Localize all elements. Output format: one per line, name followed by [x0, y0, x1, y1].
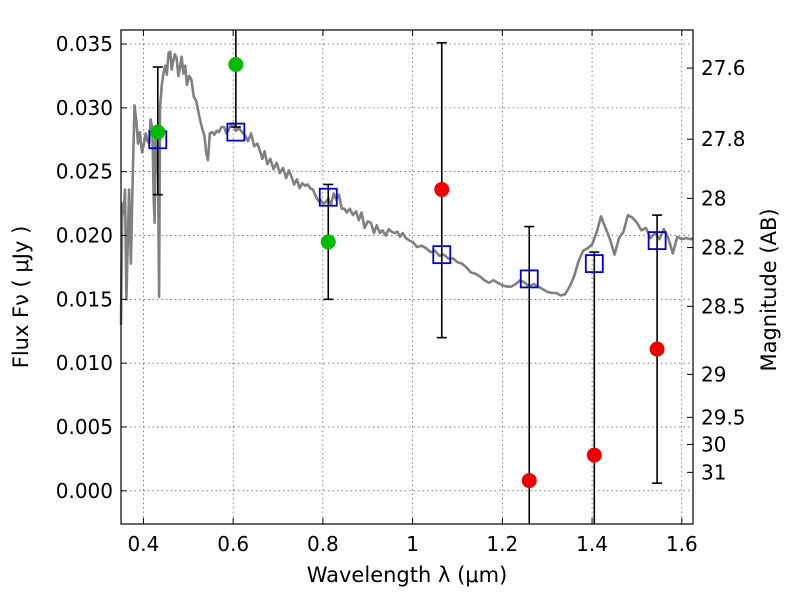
observed-flux-point [521, 473, 537, 489]
right-axis-label: Magnitude (AB) [757, 208, 781, 371]
model-flux-square [318, 187, 338, 207]
axis-ticks: 0.4 0.6 0.8 1 1.2 1.4 1.6 0.000 0.005 0.010 0.015 0… [56, 30, 746, 556]
right-tick-label: 28.2 [701, 236, 746, 260]
observed-flux-point [228, 56, 244, 72]
observed-flux-point [320, 234, 336, 250]
right-tick-label: 27.8 [701, 127, 746, 151]
error-bars [152, 30, 663, 524]
model-flux-square [519, 269, 539, 289]
model-flux-square [647, 231, 667, 251]
y-tick-label: 0.005 [56, 415, 113, 439]
x-tick-label: 0.8 [307, 532, 339, 556]
y-tick-label: 0.015 [56, 287, 113, 311]
model-photometry-series [148, 122, 667, 289]
x-tick-label: 0.4 [128, 532, 160, 556]
observed-flux-point [649, 341, 665, 357]
y-tick-label: 0.000 [56, 479, 113, 503]
right-tick-label: 27.6 [701, 56, 746, 80]
right-tick-label: 29 [701, 362, 726, 386]
model-flux-square [432, 245, 452, 265]
observed-flux-point [586, 447, 602, 463]
observed-flux-point [434, 182, 450, 198]
plot-frame [120, 29, 694, 525]
y-tick-label: 0.030 [56, 96, 113, 120]
x-tick-label: 0.6 [217, 532, 249, 556]
y-tick-label: 0.035 [56, 32, 113, 56]
x-tick-label: 1.6 [666, 532, 698, 556]
right-tick-label: 30 [701, 432, 726, 456]
observed-flux-point [150, 124, 166, 140]
model-spectrum-series [119, 50, 694, 325]
x-tick-label: 1 [406, 532, 419, 556]
model-flux-square [226, 122, 246, 142]
y-tick-label: 0.010 [56, 351, 113, 375]
y-tick-label: 0.025 [56, 160, 113, 184]
model-flux-square [584, 254, 604, 273]
x-tick-label: 1.4 [576, 532, 608, 556]
right-tick-label: 28.5 [701, 294, 746, 318]
y-axis-label: Flux Fν ( μJy ) [9, 226, 33, 369]
model-spectrum-line [119, 50, 694, 325]
right-tick-label: 28 [701, 186, 726, 210]
x-tick-label: 1.2 [486, 532, 518, 556]
observed-flux-series [150, 56, 665, 489]
x-axis-label: Wavelength λ (μm) [307, 563, 508, 587]
right-tick-label: 31 [701, 460, 726, 484]
right-tick-label: 29.5 [701, 405, 746, 429]
y-tick-label: 0.020 [56, 224, 113, 248]
grid-lines [121, 30, 693, 524]
